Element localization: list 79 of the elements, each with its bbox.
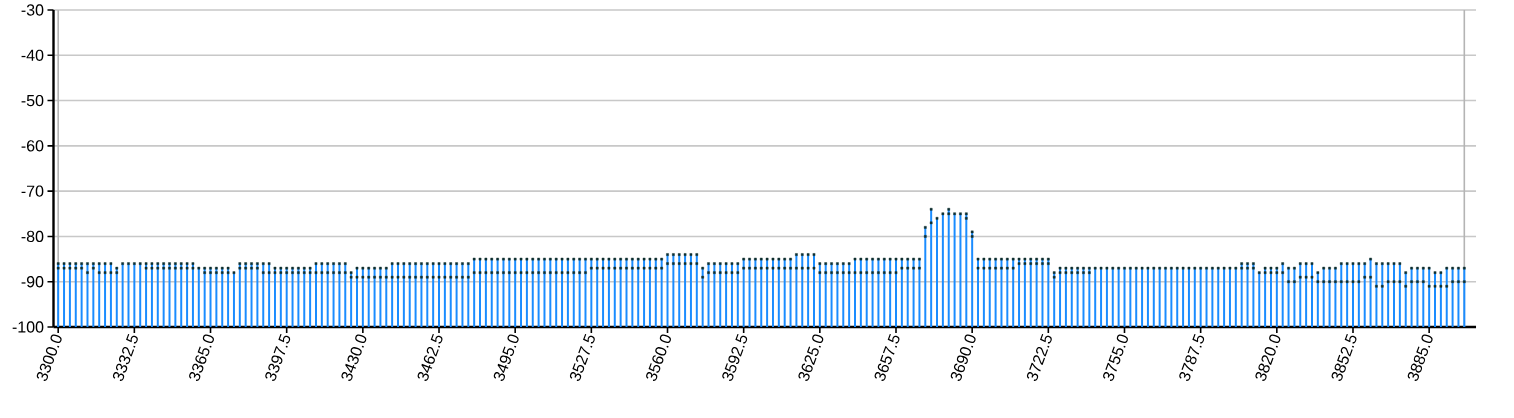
x-tick-label: 3852.5 bbox=[1331, 333, 1357, 382]
bar bbox=[596, 259, 599, 327]
x-tick-label: 3722.5 bbox=[1026, 333, 1052, 382]
bar bbox=[1006, 259, 1009, 327]
bar bbox=[713, 263, 716, 327]
bar bbox=[92, 263, 95, 327]
x-tick-label: 3462.5 bbox=[417, 333, 443, 382]
bar bbox=[1193, 268, 1196, 327]
bar bbox=[1012, 259, 1015, 327]
bar bbox=[338, 263, 341, 327]
x-tick-label: 3430.0 bbox=[341, 334, 367, 382]
bar bbox=[643, 259, 646, 327]
bar bbox=[1310, 263, 1313, 327]
x-tick-label: 3625.0 bbox=[798, 334, 824, 382]
bar bbox=[150, 263, 153, 327]
bar bbox=[707, 263, 710, 327]
bar bbox=[953, 213, 956, 327]
bar bbox=[139, 263, 142, 327]
x-tick-label: 3495.0 bbox=[493, 334, 519, 382]
x-tick-label: 3300.0 bbox=[36, 334, 62, 382]
bar bbox=[1451, 268, 1454, 327]
bar bbox=[402, 263, 405, 327]
x-tick-label: 3690.0 bbox=[950, 334, 976, 382]
y-tick-label: -30 bbox=[21, 4, 44, 16]
bar bbox=[332, 263, 335, 327]
x-tick-label: 3820.0 bbox=[1255, 334, 1281, 382]
bar bbox=[760, 259, 763, 327]
bar bbox=[1205, 268, 1208, 327]
y-tick-label: -40 bbox=[21, 49, 44, 61]
bar bbox=[1252, 263, 1255, 327]
bar bbox=[98, 263, 101, 327]
y-tick-label: -50 bbox=[21, 94, 44, 107]
y-tick-label: -70 bbox=[21, 185, 44, 197]
bar bbox=[1211, 268, 1214, 327]
bar bbox=[1316, 272, 1319, 327]
bar bbox=[502, 259, 505, 327]
bar bbox=[156, 263, 159, 327]
y-tick-label: -100 bbox=[12, 321, 44, 333]
y-tick-label: -60 bbox=[21, 140, 44, 152]
bar bbox=[959, 213, 962, 327]
x-tick-label: 3560.0 bbox=[646, 334, 671, 382]
x-tick-label: 3755.0 bbox=[1103, 334, 1128, 382]
x-tick-label: 3592.5 bbox=[722, 333, 748, 382]
bar bbox=[1000, 259, 1003, 327]
bar bbox=[1258, 272, 1261, 327]
bar bbox=[291, 268, 294, 327]
x-tick-label: 3787.5 bbox=[1179, 333, 1205, 382]
bar bbox=[637, 259, 640, 327]
bar bbox=[197, 268, 200, 327]
bar bbox=[701, 268, 704, 327]
y-tick-label: -90 bbox=[21, 276, 44, 288]
bar bbox=[895, 259, 897, 327]
y-tick-label: -80 bbox=[21, 230, 44, 243]
bar bbox=[695, 254, 698, 327]
bar bbox=[86, 263, 89, 327]
bar bbox=[900, 259, 903, 327]
bar bbox=[654, 259, 657, 327]
bar bbox=[1059, 268, 1062, 327]
bar bbox=[391, 263, 394, 327]
x-tick-label: 3332.5 bbox=[112, 333, 138, 382]
bar bbox=[947, 209, 950, 327]
bar bbox=[397, 263, 399, 327]
bar bbox=[455, 263, 458, 327]
bar bbox=[1457, 268, 1460, 327]
bar bbox=[1152, 268, 1155, 327]
bar bbox=[350, 272, 353, 327]
x-tick-label: 3885.0 bbox=[1407, 334, 1433, 382]
bar bbox=[449, 263, 452, 327]
bar bbox=[754, 259, 757, 327]
bar bbox=[145, 263, 148, 327]
bar bbox=[344, 263, 347, 327]
bar bbox=[1018, 259, 1021, 327]
x-tick-label: 3527.5 bbox=[569, 333, 595, 382]
x-tick-label: 3365.0 bbox=[189, 334, 214, 382]
bar bbox=[648, 259, 651, 327]
bar bbox=[1264, 268, 1267, 327]
x-tick-label: 3397.5 bbox=[265, 333, 291, 382]
bar bbox=[1199, 268, 1202, 327]
x-tick-label: 3657.5 bbox=[874, 333, 900, 382]
